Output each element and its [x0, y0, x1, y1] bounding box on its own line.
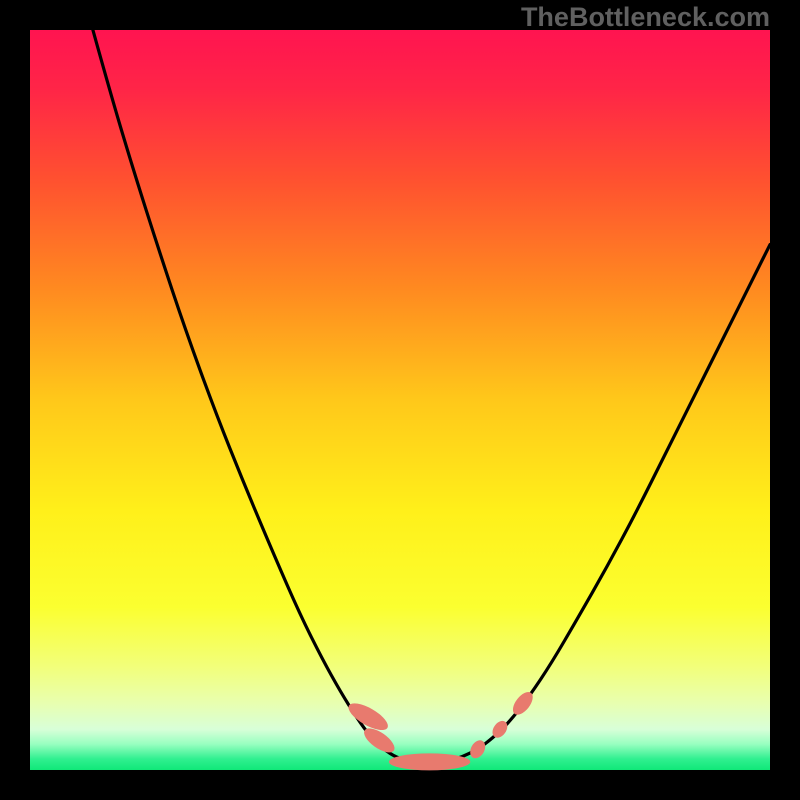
watermark-text: TheBottleneck.com — [521, 2, 770, 33]
curve-marker — [467, 738, 488, 761]
bottleneck-curve — [93, 30, 770, 762]
marker-group — [345, 689, 537, 771]
curve-marker — [389, 753, 470, 770]
chart-overlay-svg — [0, 0, 800, 800]
outer-frame: TheBottleneck.com — [0, 0, 800, 800]
